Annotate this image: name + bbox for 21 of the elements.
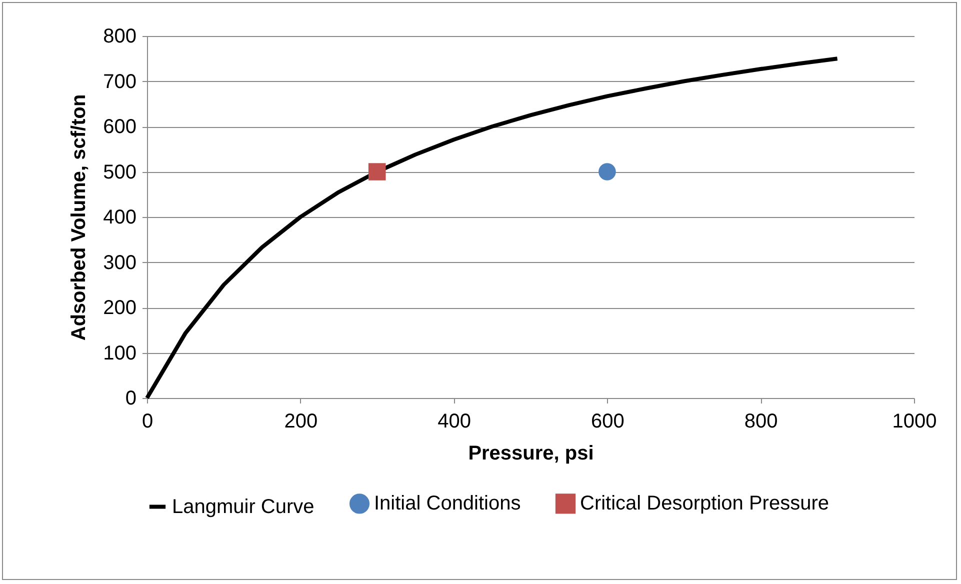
x-tick-label: 800 (744, 410, 778, 432)
y-tick-label: 800 (103, 26, 136, 48)
y-tick-label: 500 (103, 161, 136, 184)
y-tick-label: 700 (103, 70, 136, 93)
y-tick-label: 100 (103, 342, 136, 364)
x-tick-label: 0 (142, 410, 154, 432)
legend-label: Initial Conditions (374, 492, 521, 515)
line-series (145, 56, 840, 400)
x-tick-label: 200 (284, 410, 318, 432)
legend-label: Critical Desorption Pressure (580, 492, 829, 515)
legend-label: Langmuir Curve (172, 496, 314, 518)
y-tick-label: 300 (103, 252, 136, 274)
y-tick-label: 0 (125, 388, 136, 410)
y-tick-label: 200 (103, 297, 136, 319)
x-tick-label: 600 (591, 410, 624, 432)
y-axis-title: Adsorbed Volume, scf/ton (68, 94, 90, 341)
x-tick-label: 1000 (892, 410, 937, 432)
x-tick-label: 400 (438, 410, 471, 432)
x-axis-title: Pressure, psi (468, 442, 594, 464)
y-tick-label: 600 (103, 116, 136, 138)
y-tick-label: 400 (103, 206, 136, 228)
